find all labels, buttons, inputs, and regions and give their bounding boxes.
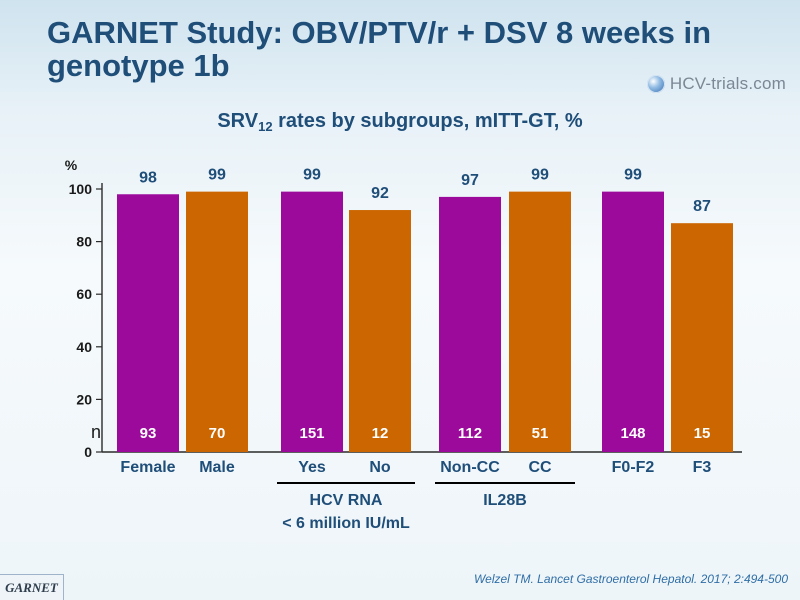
footer-badge: GARNET bbox=[0, 574, 64, 600]
brand-text: HCV-trials.com bbox=[669, 74, 786, 93]
bar-n-label: 51 bbox=[532, 425, 549, 442]
x-category-label: Male bbox=[199, 459, 235, 476]
chart-title-rest: rates by subgroups, mITT-GT, % bbox=[272, 110, 583, 132]
x-category-label: Non-CC bbox=[440, 459, 500, 476]
bar-n-label: 93 bbox=[140, 425, 157, 442]
group-label-line2: < 6 million IU/mL bbox=[282, 515, 410, 532]
labels: n 98 93 Female 99 70 Male 99 151 Yes 92 12 No 97 112 No… bbox=[91, 167, 711, 476]
bar-female bbox=[117, 194, 179, 452]
bar-yes bbox=[281, 191, 343, 452]
bar-value-label: 99 bbox=[208, 167, 226, 184]
bar-male bbox=[186, 191, 248, 452]
bar-value-label: 97 bbox=[461, 172, 479, 189]
group-label: IL28B bbox=[483, 492, 527, 509]
chart-title-subscript: 12 bbox=[258, 119, 273, 134]
bar-n-label: 70 bbox=[209, 425, 226, 442]
bar-value-label: 99 bbox=[624, 167, 642, 184]
group-labels: HCV RNA < 6 million IU/mL IL28B bbox=[277, 482, 575, 532]
hcv-trials-logo-icon bbox=[646, 75, 665, 93]
bar-n-label: 151 bbox=[299, 425, 324, 442]
bar-n-label: 15 bbox=[694, 425, 711, 442]
x-category-label: Female bbox=[120, 459, 175, 476]
reference-citation: Welzel TM. Lancet Gastroenterol Hepatol.… bbox=[474, 572, 788, 586]
bar-value-label: 99 bbox=[303, 167, 321, 184]
bar-no bbox=[349, 210, 411, 452]
slide-title: GARNET Study: OBV/PTV/r + DSV 8 weeks in… bbox=[47, 15, 712, 83]
x-category-label: F3 bbox=[693, 459, 712, 476]
bar-value-label: 92 bbox=[371, 185, 389, 202]
brand-logo: HCV-trials.com bbox=[646, 74, 786, 94]
bar-f3 bbox=[671, 223, 733, 452]
bar-value-label: 87 bbox=[693, 198, 711, 215]
y-tick-label: 40 bbox=[76, 339, 92, 355]
bars bbox=[117, 191, 733, 452]
chart-title-main: SRV bbox=[217, 110, 259, 132]
bar-cc bbox=[509, 191, 571, 452]
bar-n-label: 12 bbox=[372, 425, 389, 442]
y-tick-label: 80 bbox=[76, 234, 92, 250]
bar-value-label: 99 bbox=[531, 167, 549, 184]
bar-n-label: 148 bbox=[620, 425, 645, 442]
y-axis-label: % bbox=[65, 157, 78, 173]
bar-f0-f2 bbox=[602, 191, 664, 452]
y-tick-label: 20 bbox=[76, 391, 92, 407]
chart-title: SRV12 rates by subgroups, mITT-GT, % bbox=[0, 110, 800, 134]
y-tick-label: 100 bbox=[69, 181, 93, 197]
bar-non-cc bbox=[439, 196, 501, 452]
y-tick-label: 0 bbox=[84, 444, 92, 460]
n-row-label: n bbox=[91, 422, 101, 442]
x-category-label: CC bbox=[528, 459, 552, 476]
x-category-label: Yes bbox=[298, 459, 326, 476]
bar-n-label: 112 bbox=[458, 425, 482, 442]
bar-value-label: 98 bbox=[139, 169, 157, 186]
y-tick-label: 60 bbox=[76, 286, 92, 302]
group-label: HCV RNA bbox=[310, 492, 383, 509]
x-category-label: No bbox=[369, 459, 391, 476]
x-category-label: F0-F2 bbox=[612, 459, 655, 476]
